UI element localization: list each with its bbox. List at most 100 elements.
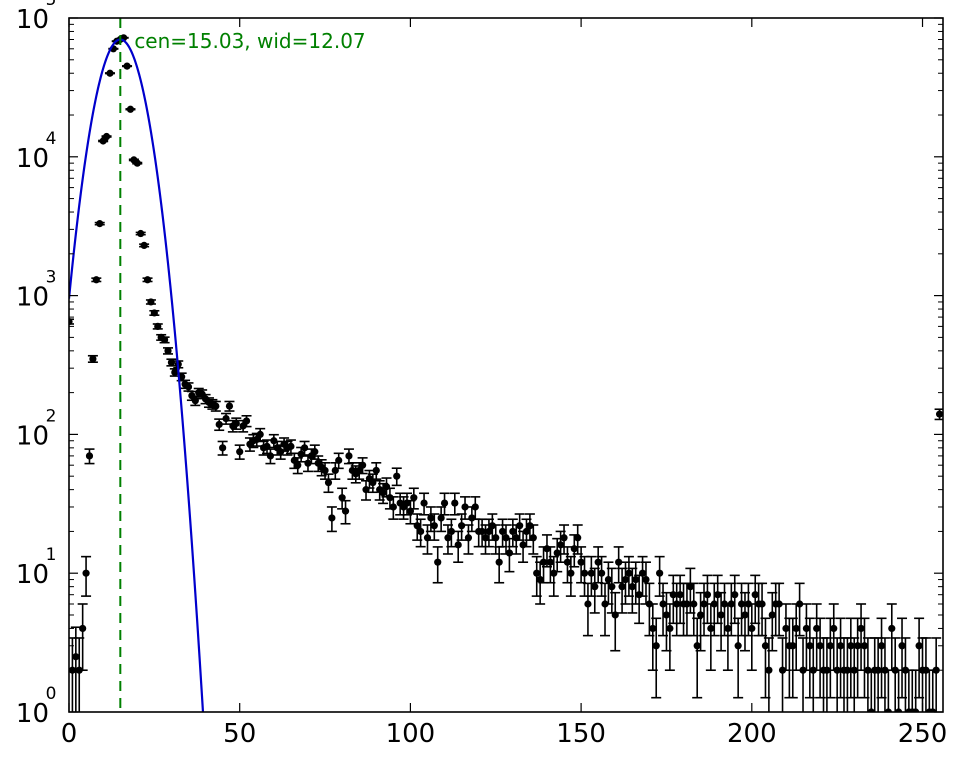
data-point xyxy=(686,583,694,591)
y-tick-exponent: 2 xyxy=(46,406,57,426)
data-point xyxy=(270,437,278,445)
data-point xyxy=(444,534,452,542)
data-point xyxy=(734,642,742,650)
data-point xyxy=(495,558,503,566)
data-point xyxy=(922,666,930,674)
data-point xyxy=(386,494,394,502)
data-point xyxy=(611,611,619,619)
data-point xyxy=(85,452,94,460)
x-tick-label: 200 xyxy=(727,719,777,749)
data-point xyxy=(423,534,432,542)
data-point xyxy=(331,466,339,475)
data-point xyxy=(294,461,302,469)
data-point xyxy=(656,569,664,577)
data-point xyxy=(372,466,380,475)
data-point xyxy=(761,642,770,650)
data-point xyxy=(816,642,824,650)
data-point xyxy=(935,410,943,418)
data-point xyxy=(427,514,435,522)
data-point xyxy=(608,583,616,591)
data-point xyxy=(509,527,517,536)
data-point xyxy=(802,624,811,633)
data-point xyxy=(628,583,636,591)
center-annotation: cen=15.03, wid=12.07 xyxy=(134,29,365,53)
data-point xyxy=(335,456,343,464)
data-point xyxy=(645,600,653,608)
data-point xyxy=(813,624,821,633)
data-point xyxy=(382,483,391,491)
data-point xyxy=(359,461,367,469)
data-point xyxy=(652,642,660,650)
data-point xyxy=(492,534,500,542)
data-point xyxy=(485,527,493,536)
data-point xyxy=(891,666,899,674)
data-point xyxy=(847,642,855,650)
data-point xyxy=(406,507,415,515)
data-point xyxy=(574,534,582,542)
data-point xyxy=(778,666,787,674)
data-point xyxy=(929,708,937,712)
data-point xyxy=(833,666,841,674)
data-point xyxy=(850,666,858,674)
data-point xyxy=(256,430,264,438)
y-tick-exponent: 1 xyxy=(46,545,57,565)
data-point xyxy=(96,220,104,228)
data-point xyxy=(437,514,445,522)
data-point xyxy=(584,600,592,608)
data-point xyxy=(594,558,602,566)
data-point xyxy=(403,499,411,507)
data-point xyxy=(806,642,814,650)
data-point xyxy=(697,611,705,619)
data-point xyxy=(300,444,309,452)
data-point xyxy=(140,241,148,249)
data-point xyxy=(478,527,486,536)
data-point xyxy=(355,466,363,475)
data-point xyxy=(481,534,490,542)
data-point xyxy=(710,600,718,608)
data-point xyxy=(857,624,865,633)
x-tick-label: 0 xyxy=(61,719,78,749)
data-point xyxy=(160,336,169,344)
data-point xyxy=(191,397,199,405)
data-point xyxy=(881,666,889,674)
data-point xyxy=(434,558,442,566)
data-point xyxy=(225,402,234,410)
data-point xyxy=(823,666,831,674)
data-point xyxy=(796,600,804,608)
data-point xyxy=(703,591,712,599)
data-point xyxy=(379,489,387,497)
data-point xyxy=(625,569,633,577)
data-point xyxy=(591,583,599,591)
data-point xyxy=(420,499,428,507)
data-point xyxy=(389,503,397,511)
data-point xyxy=(222,414,230,423)
data-point xyxy=(560,534,568,542)
data-point xyxy=(345,452,353,460)
data-point xyxy=(666,624,674,633)
data-point xyxy=(236,448,244,456)
data-point xyxy=(690,600,698,608)
data-point xyxy=(82,569,90,577)
data-point xyxy=(239,422,247,430)
data-point xyxy=(304,459,312,467)
data-point xyxy=(618,583,626,591)
data-point xyxy=(502,534,510,542)
data-point xyxy=(727,600,735,608)
data-point xyxy=(154,322,162,330)
data-point xyxy=(553,549,561,557)
data-point xyxy=(843,666,852,674)
data-point xyxy=(854,642,862,650)
data-point xyxy=(720,600,729,608)
data-point xyxy=(577,558,585,566)
data-point xyxy=(184,383,193,391)
data-point xyxy=(737,600,746,608)
data-point xyxy=(451,499,459,507)
data-point xyxy=(649,624,657,633)
data-point xyxy=(253,435,261,444)
y-tick-exponent: 4 xyxy=(46,129,57,149)
data-point xyxy=(526,522,534,530)
data-point xyxy=(266,452,275,460)
y-tick-label: 10 xyxy=(16,421,49,451)
data-point xyxy=(758,600,766,608)
data-point xyxy=(89,355,97,363)
